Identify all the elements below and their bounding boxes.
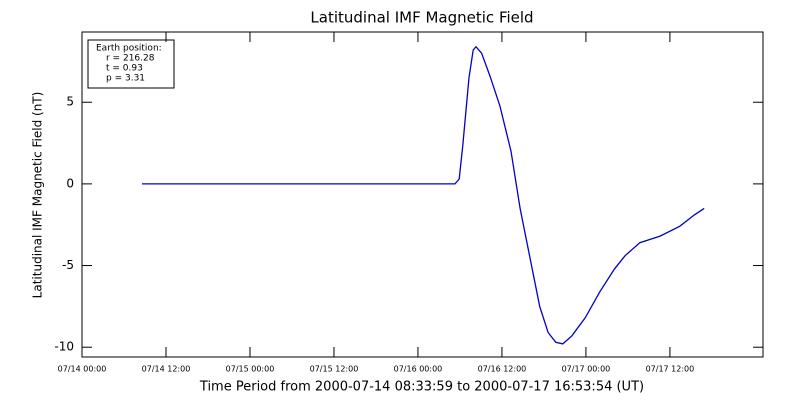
x-tick-label: 07/14 12:00 [142, 365, 191, 374]
x-tick-label: 07/15 12:00 [310, 365, 359, 374]
plot-frame [81, 31, 764, 358]
y-axis-label: Latitudinal IMF Magnetic Field (nT) [31, 92, 45, 299]
y-tick-label: -10 [54, 340, 74, 354]
y-tick-label: 0 [66, 176, 74, 190]
y-tick-label: 5 [66, 95, 74, 109]
x-tick-label: 07/16 00:00 [394, 365, 443, 374]
x-axis-label: Time Period from 2000-07-14 08:33:59 to … [199, 380, 644, 395]
data-line [142, 45, 705, 345]
x-tick-label: 07/16 12:00 [478, 365, 527, 374]
x-tick-label: 07/14 00:00 [58, 365, 107, 374]
annotation-text: r = 216.28 [106, 54, 155, 64]
x-tick-label: 07/17 00:00 [562, 365, 611, 374]
chart-title: Latitudinal IMF Magnetic Field [310, 9, 533, 27]
annotation-text: Earth position: [96, 44, 162, 54]
annotation-text: p = 3.31 [106, 74, 145, 84]
annotation-text: t = 0.93 [106, 64, 143, 74]
y-tick-label: -5 [62, 258, 74, 272]
annotation-box [87, 39, 175, 89]
x-tick-label: 07/15 00:00 [226, 365, 275, 374]
x-tick-label: 07/17 12:00 [646, 365, 695, 374]
